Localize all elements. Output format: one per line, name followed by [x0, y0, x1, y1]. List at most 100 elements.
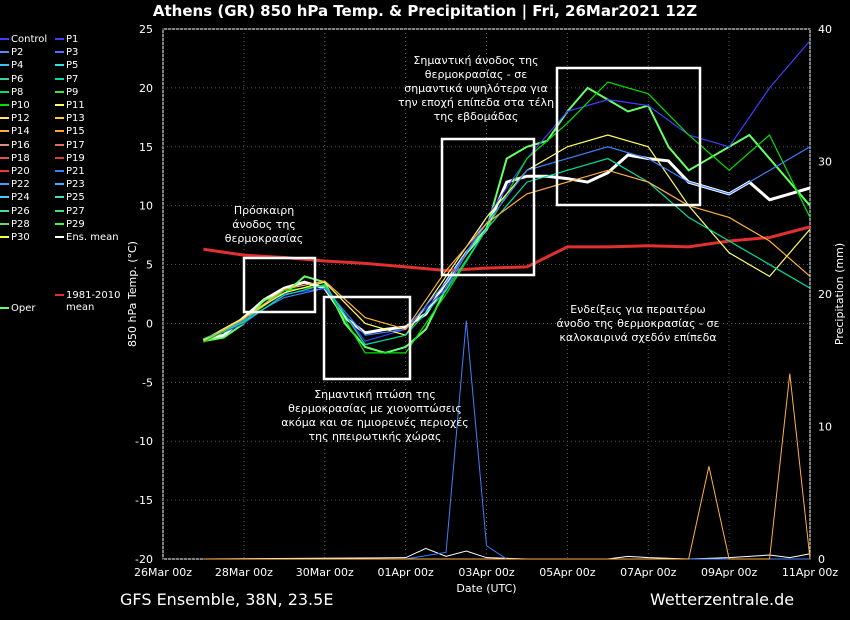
y2-tick-label: 20 [818, 288, 832, 301]
legend-label: P9 [66, 86, 79, 98]
legend-item: P9 [55, 87, 78, 99]
legend-item: P3 [55, 47, 78, 59]
annotation-significant-drop: Σημαντική πτώση της θερμοκρασίας με χιον… [281, 388, 469, 443]
legend-label: P13 [66, 113, 85, 125]
annotation-brief-rise: Πρόσκαιρη άνοδος της θερμοκρασίας [224, 204, 304, 245]
precip-line-ens-mean [203, 547, 811, 560]
x-tick-label: 07Apr 00z [620, 566, 677, 579]
x-tick-label: 03Apr 00z [458, 566, 515, 579]
legend-item: P13 [55, 113, 85, 125]
legend-item: Oper [0, 303, 35, 315]
legend-swatch [0, 196, 9, 199]
legend-item: P29 [55, 219, 85, 231]
legend-label: P12 [11, 113, 30, 125]
legend-swatch [55, 64, 64, 67]
legend-swatch [55, 196, 64, 199]
legend-label: P30 [11, 232, 30, 243]
legend-swatch [55, 156, 64, 159]
y-tick-label: 20 [139, 82, 153, 95]
legend-swatch [55, 236, 64, 238]
legend-swatch [0, 307, 9, 310]
y-tick-label: -5 [142, 376, 153, 389]
temp-line-p21 [203, 146, 811, 342]
x-tick-label: 11Apr 00z [782, 566, 839, 579]
legend-swatch [55, 183, 64, 186]
y-tick-label: 10 [139, 200, 153, 213]
legend-label: P7 [66, 73, 79, 85]
legend-swatch [0, 170, 9, 172]
x-tick-label: 30Mar 00z [296, 566, 354, 579]
legend-swatch [0, 90, 9, 93]
legend-label: 1981-2010 mean [66, 290, 121, 314]
legend-swatch [55, 104, 64, 106]
legend-item: P2 [0, 47, 23, 59]
legend-item: P19 [55, 153, 85, 165]
temp-line-control [203, 40, 811, 342]
legend-item: P20 [0, 166, 30, 178]
legend-label: P11 [66, 100, 85, 111]
y2-tick-label: 10 [818, 421, 832, 434]
legend-label: P5 [66, 60, 79, 72]
highlight-box-1 [242, 256, 317, 314]
legend-item: P24 [0, 192, 30, 204]
legend-swatch [0, 51, 9, 54]
y-tick-label: -10 [135, 435, 153, 448]
y2-tick-label: 0 [818, 553, 825, 566]
y-tick-label: -15 [135, 494, 153, 507]
temp-line-oper [203, 86, 811, 354]
y2-tick-label: 30 [818, 156, 832, 169]
y-tick-label: 0 [146, 317, 153, 330]
highlight-box-3 [440, 137, 536, 277]
legend-label: P23 [66, 179, 85, 191]
legend-swatch [0, 104, 9, 106]
legend-label: Oper [11, 303, 36, 315]
legend-swatch [0, 143, 9, 146]
legend-swatch [55, 90, 64, 93]
legend-swatch [55, 130, 64, 133]
annotation-significant-rise: Σημαντική άνοδος της θερμοκρασίας - σε σ… [397, 54, 555, 123]
legend-label: P28 [11, 218, 30, 230]
x-tick-label: 28Mar 00z [215, 566, 273, 579]
legend-swatch [55, 117, 64, 120]
legend-item: P8 [0, 87, 23, 99]
legend-label: P22 [11, 179, 30, 191]
legend-item: Ens. mean [55, 232, 119, 244]
x-tick-label: 09Apr 00z [701, 566, 758, 579]
y-tick-label: 5 [146, 259, 153, 272]
legend-item: P10 [0, 100, 30, 112]
legend-swatch [55, 51, 64, 54]
legend-label: Ens. mean [66, 232, 119, 243]
legend-item: P6 [0, 74, 23, 86]
legend-swatch [55, 143, 64, 146]
legend-swatch [0, 156, 9, 159]
legend-swatch [55, 222, 64, 225]
legend-item: P27 [55, 206, 85, 218]
y2-tick-label: 40 [818, 23, 832, 36]
legend-item: P4 [0, 60, 23, 72]
legend-swatch [55, 77, 64, 80]
legend-item: P30 [0, 232, 30, 244]
legend-label: P15 [66, 126, 85, 138]
legend-label: P27 [66, 205, 85, 217]
legend-item: P28 [0, 219, 30, 231]
legend-label: P16 [11, 139, 30, 151]
x-tick-label: 26Mar 00z [134, 566, 192, 579]
legend-item: P25 [55, 192, 85, 204]
x-tick-label: 05Apr 00z [539, 566, 596, 579]
legend-item: P26 [0, 206, 30, 218]
legend-item: P17 [55, 140, 85, 152]
legend-item: P7 [55, 74, 78, 86]
legend-item: P15 [55, 126, 85, 138]
legend-swatch [55, 294, 64, 297]
y-tick-label: 25 [139, 23, 153, 36]
legend-label: P17 [66, 139, 85, 151]
precip-line-p15 [203, 373, 811, 560]
legend-label: P18 [11, 152, 30, 164]
legend-item: P1 [55, 34, 78, 46]
y-tick-label: -20 [135, 553, 153, 566]
temp-line-1981-2010-mean [203, 225, 811, 272]
temp-line-p7 [203, 157, 811, 346]
legend-label: P6 [11, 73, 24, 85]
legend-label: P14 [11, 126, 30, 138]
legend-swatch [0, 236, 9, 238]
